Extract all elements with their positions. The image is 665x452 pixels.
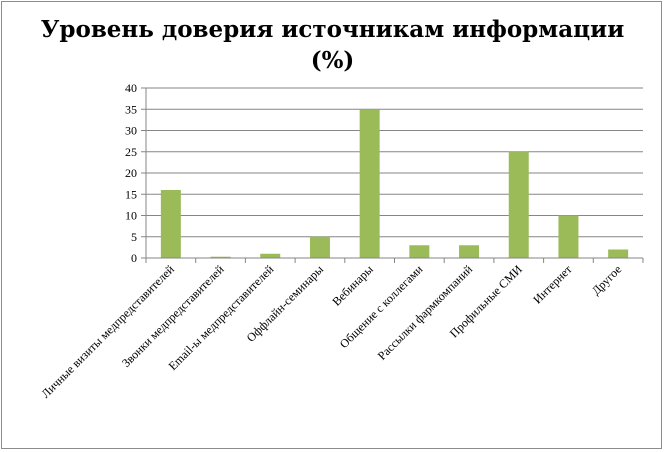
- y-tick-label: 10: [125, 209, 137, 223]
- bar: [508, 151, 529, 258]
- y-tick-label: 15: [125, 187, 137, 201]
- chart-title: Уровень доверия источникам информации (%…: [0, 14, 665, 76]
- y-tick-label: 25: [125, 145, 137, 159]
- x-tick-label: Звонки медпредставителей: [119, 262, 227, 370]
- y-tick-label: 20: [125, 166, 137, 180]
- bar: [558, 215, 579, 258]
- bar: [210, 256, 231, 258]
- y-tick-label: 5: [131, 230, 137, 244]
- bar: [160, 190, 181, 258]
- bars: [160, 109, 629, 258]
- bar: [260, 253, 281, 258]
- bar: [409, 245, 430, 258]
- bar: [459, 245, 480, 258]
- chart-title-line2: (%): [310, 47, 355, 74]
- y-tick-label: 35: [125, 102, 137, 116]
- axes: [141, 87, 644, 263]
- y-tick-label: 40: [125, 81, 137, 95]
- gridlines: [146, 87, 643, 238]
- x-tick-label: Другое: [589, 262, 624, 297]
- y-tick-labels: 0 5 10 15 20 25 30 35 40: [125, 81, 137, 265]
- x-tick-label: Вебинары: [329, 262, 375, 308]
- chart-title-line1: Уровень доверия источникам информации: [40, 16, 625, 43]
- bar: [309, 236, 330, 258]
- bar: [359, 109, 380, 258]
- x-tick-label: Рассылки фармкомпаний: [375, 262, 476, 363]
- y-tick-label: 30: [125, 124, 137, 138]
- bar: [608, 249, 629, 258]
- x-tick-label: Интернет: [530, 262, 575, 307]
- x-tick-label: Общение с коллегами: [337, 262, 426, 351]
- y-tick-label: 0: [131, 251, 137, 265]
